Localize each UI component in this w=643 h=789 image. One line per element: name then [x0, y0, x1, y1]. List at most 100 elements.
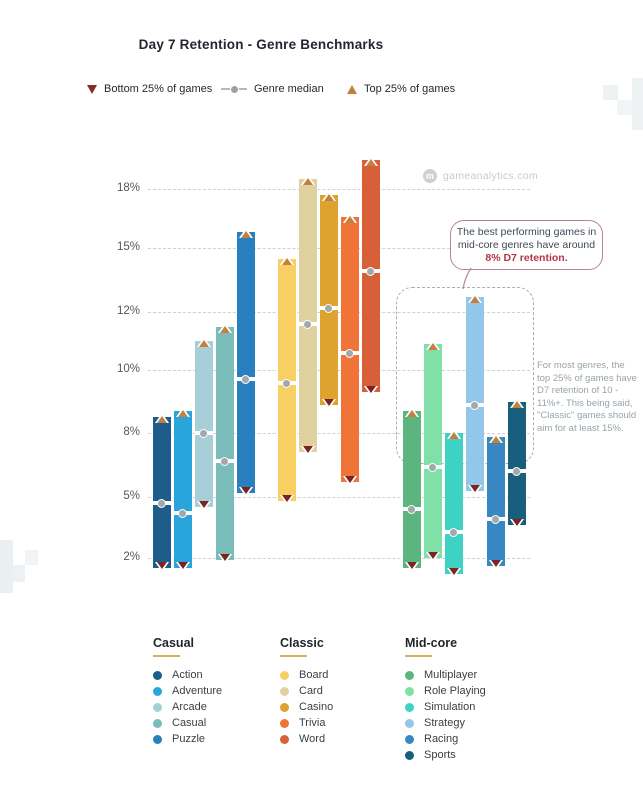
gridline-5%	[148, 497, 530, 498]
legend-item-label: Trivia	[299, 717, 326, 729]
top25-marker-icon	[491, 436, 501, 444]
legend-item-puzzle: Puzzle	[153, 731, 222, 747]
gridline-2%	[148, 558, 530, 559]
median-dot	[282, 378, 291, 388]
y-tick-15%: 15%	[116, 241, 140, 253]
top25-marker-icon	[282, 257, 292, 265]
bottom25-marker-icon	[157, 562, 167, 570]
median-dot	[229, 84, 239, 94]
triangle-up-icon	[347, 84, 357, 94]
y-tick-10%: 10%	[116, 363, 140, 375]
bottom25-marker-icon	[512, 519, 522, 527]
legend-color-dot	[405, 670, 414, 680]
legend-item-simulation: Simulation	[405, 699, 486, 715]
legend-group-mid-core: Mid-core Multiplayer Role Playing Simulatio…	[405, 636, 486, 763]
legend-group-underline	[405, 655, 432, 657]
y-tick-2%: 2%	[123, 551, 140, 563]
y-tick-18%: 18%	[116, 182, 140, 194]
bottom25-marker-icon	[366, 386, 376, 394]
legend-color-dot	[405, 686, 414, 696]
median-dot	[449, 527, 458, 537]
pixel-block	[13, 565, 25, 582]
gridline-12%	[148, 312, 530, 313]
bottom25-marker-icon	[449, 568, 459, 576]
top25-marker-icon	[366, 158, 376, 166]
bar-action	[153, 413, 171, 573]
bar-role-playing	[424, 339, 442, 562]
legend-item-label: Word	[299, 733, 326, 745]
legend-item-label: Multiplayer	[424, 669, 478, 681]
median-dot	[491, 515, 500, 525]
legend-group-underline	[153, 655, 180, 657]
top25-marker-icon	[345, 215, 355, 223]
legend-group-underline	[280, 655, 307, 657]
median-dot	[407, 505, 416, 515]
legend-item-label: Role Playing	[424, 685, 486, 697]
top25-marker-icon	[324, 193, 334, 201]
top25-marker-icon	[449, 432, 459, 439]
bar-simulation	[445, 429, 463, 579]
bar-casual	[216, 322, 234, 565]
legend-color-dot	[280, 734, 289, 744]
legend-item-label: Casual	[172, 717, 207, 729]
bottom25-marker-icon	[303, 446, 313, 454]
side-note: For most genres, the top 25% of games ha…	[537, 360, 637, 434]
retention-chart: 18% 15% 12% 10% 8% 5% 2% m gameanalytics.com T…	[116, 158, 637, 579]
bar-card	[299, 175, 317, 457]
legend-item-adventure: Adventure	[153, 683, 222, 699]
legend-top25: Top 25% of games	[347, 81, 455, 97]
watermark-text: gameanalytics.com	[443, 170, 538, 182]
bubble-tail	[462, 268, 472, 290]
bar-strategy	[466, 293, 484, 495]
top25-marker-icon	[220, 325, 230, 333]
y-tick-12%: 12%	[116, 305, 140, 317]
bubble-highlight: 8% D7 retention.	[485, 252, 568, 264]
gridline-15%	[148, 248, 530, 249]
legend-item-label: Casino	[299, 701, 334, 713]
legend-top25-label: Top 25% of games	[364, 83, 456, 95]
top25-marker-icon	[241, 231, 251, 239]
legend-item-trivia: Trivia	[280, 715, 333, 731]
bar-sports	[508, 397, 526, 530]
bottom25-marker-icon	[428, 551, 438, 559]
y-tick-5%: 5%	[123, 490, 140, 502]
gridline-10%	[148, 370, 530, 371]
top25-marker-icon	[157, 416, 167, 424]
bar-adventure	[174, 406, 192, 573]
legend-color-dot	[280, 670, 289, 680]
legend-color-dot	[153, 686, 162, 696]
median-dot	[178, 509, 187, 519]
legend-item-casual: Casual	[153, 715, 222, 731]
bottom25-marker-icon	[345, 476, 355, 484]
bar-casino	[320, 190, 338, 409]
legend-item-multiplayer: Multiplayer	[405, 667, 486, 683]
top25-marker-icon	[303, 178, 313, 186]
bottom25-marker-icon	[324, 398, 334, 406]
legend-item-label: Simulation	[424, 701, 476, 713]
legend-item-label: Strategy	[424, 717, 465, 729]
median-dot	[324, 303, 333, 313]
median-dot	[241, 375, 250, 385]
bubble-line-1: The best performing games in	[456, 226, 597, 238]
legend-color-dot	[280, 686, 289, 696]
legend-color-dot	[153, 718, 162, 728]
legend-item-word: Word	[280, 731, 333, 747]
median-dot	[470, 400, 479, 410]
median-dot	[157, 499, 166, 509]
bar-racing	[487, 433, 505, 571]
legend-color-dot	[405, 702, 414, 712]
pixel-block	[603, 85, 618, 100]
median-dot	[303, 319, 312, 329]
legend-color-dot	[153, 670, 162, 680]
pixel-block	[25, 550, 38, 565]
legend-item-label: Board	[299, 669, 329, 681]
top25-marker-icon	[199, 340, 209, 347]
y-tick-8%: 8%	[123, 426, 140, 438]
bar-trivia	[341, 212, 359, 487]
legend-color-dot	[405, 718, 414, 728]
legend-item-action: Action	[153, 667, 222, 683]
bottom25-marker-icon	[470, 484, 480, 492]
gridline-18%	[148, 189, 530, 190]
median-dot	[512, 467, 521, 477]
legend-item-board: Board	[280, 667, 333, 683]
